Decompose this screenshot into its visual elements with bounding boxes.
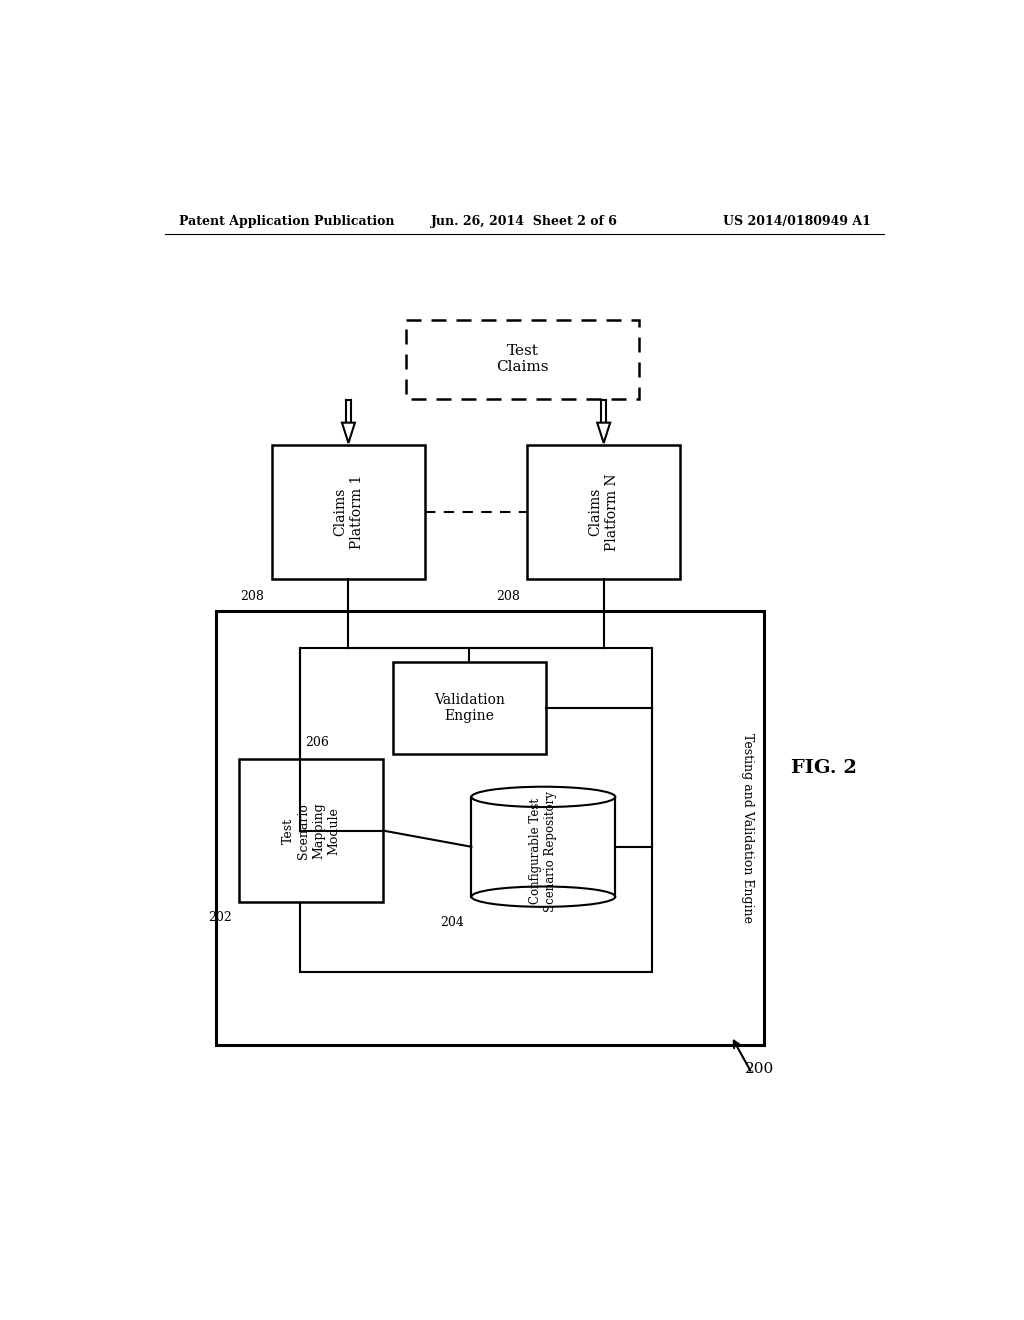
Text: US 2014/0180949 A1: US 2014/0180949 A1 <box>723 215 870 228</box>
Polygon shape <box>597 422 610 444</box>
Text: 208: 208 <box>241 590 264 603</box>
Ellipse shape <box>471 787 615 807</box>
Text: Test
Scenario
Mapping
Module: Test Scenario Mapping Module <box>283 803 340 859</box>
Bar <box>472 797 614 896</box>
Text: 200: 200 <box>744 1061 774 1076</box>
Bar <box>601 400 606 422</box>
Bar <box>471 797 615 896</box>
Bar <box>527 445 680 578</box>
Text: Claims
Platform N: Claims Platform N <box>589 473 618 550</box>
Text: 208: 208 <box>496 590 520 603</box>
Text: Jun. 26, 2014  Sheet 2 of 6: Jun. 26, 2014 Sheet 2 of 6 <box>431 215 618 228</box>
Bar <box>407 321 639 399</box>
Text: 204: 204 <box>440 916 464 929</box>
Text: 202: 202 <box>208 911 232 924</box>
Text: Claims
Platform 1: Claims Platform 1 <box>334 475 364 549</box>
Bar <box>392 663 546 755</box>
Bar <box>216 611 764 1045</box>
Text: Test
Claims: Test Claims <box>497 345 549 375</box>
Bar <box>346 400 351 422</box>
Polygon shape <box>342 422 355 444</box>
Text: Patent Application Publication: Patent Application Publication <box>179 215 394 228</box>
Text: Validation
Engine: Validation Engine <box>434 693 505 723</box>
Text: FIG. 2: FIG. 2 <box>792 759 857 777</box>
Text: Testing and Validation Engine: Testing and Validation Engine <box>740 734 754 923</box>
Bar <box>240 759 383 903</box>
Bar <box>300 648 652 972</box>
Bar <box>271 445 425 578</box>
Text: Configurable Test
Scenario Repository: Configurable Test Scenario Repository <box>529 791 557 912</box>
Text: 206: 206 <box>305 737 329 748</box>
Ellipse shape <box>471 887 615 907</box>
